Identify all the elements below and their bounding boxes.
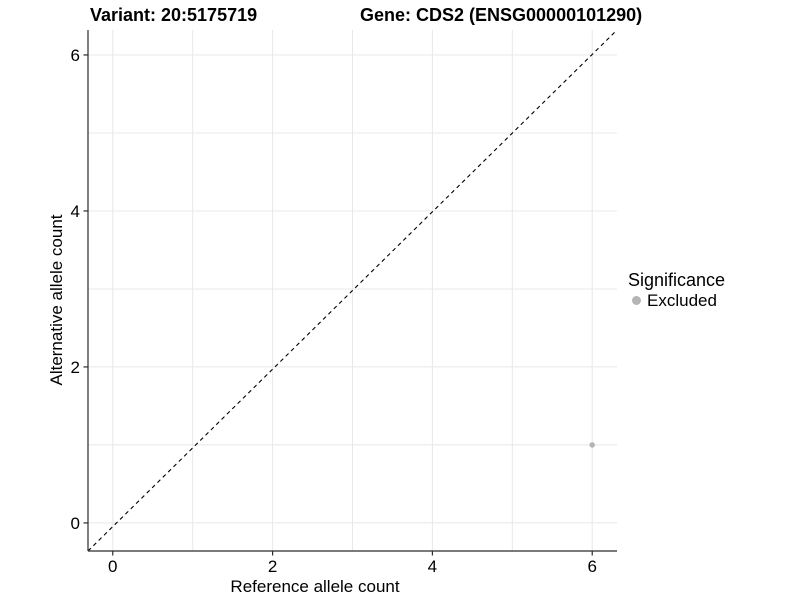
y-axis-title: Alternative allele count <box>47 214 66 386</box>
x-tick-label: 6 <box>587 557 596 576</box>
x-tick-label: 2 <box>268 557 277 576</box>
legend: Significance Excluded <box>628 270 725 310</box>
x-axis-title: Reference allele count <box>230 577 400 596</box>
gene-title: Gene: CDS2 (ENSG00000101290) <box>360 5 643 25</box>
variant-title: Variant: 20:5175719 <box>90 5 258 25</box>
identity-line <box>87 29 618 552</box>
excluded-point-icon <box>632 296 641 305</box>
legend-entry-label: Excluded <box>647 290 717 310</box>
y-tick-label: 0 <box>71 514 80 533</box>
legend-entry-excluded: Excluded <box>628 291 725 310</box>
legend-title: Significance <box>628 270 726 290</box>
data-point <box>589 442 596 448</box>
x-tick-label: 4 <box>428 557 437 576</box>
y-tick-label: 6 <box>71 46 80 65</box>
x-tick-label: 0 <box>108 557 117 576</box>
y-tick-label: 4 <box>71 202 80 221</box>
y-tick-label: 2 <box>71 358 80 377</box>
